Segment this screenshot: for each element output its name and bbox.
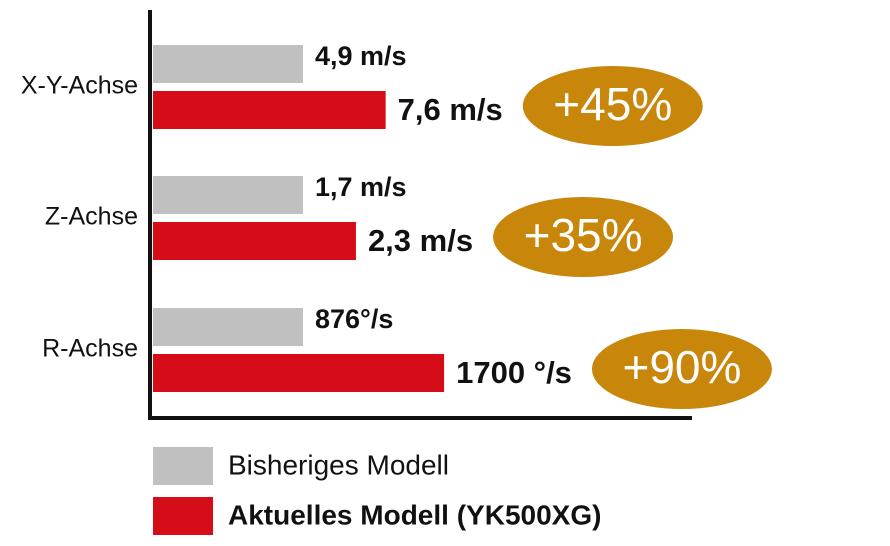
- legend-swatch: [153, 497, 213, 535]
- bar: [153, 91, 386, 129]
- legend-label: Bisheriges Modell: [228, 449, 449, 480]
- value-label: 876°/s: [315, 304, 393, 334]
- value-label: 4,9 m/s: [315, 41, 407, 71]
- legend-label: Aktuelles Modell (YK500XG): [228, 499, 601, 530]
- annotation-badge: [591, 329, 772, 409]
- annotation-badge: [493, 197, 674, 277]
- category-label: R-Achse: [42, 335, 138, 363]
- category-label: X-Y-Achse: [21, 72, 138, 100]
- annotation: +35%: [524, 209, 643, 261]
- bar: [153, 308, 303, 346]
- legend-swatch: [153, 447, 213, 485]
- value-label: 1700 °/s: [456, 355, 572, 390]
- value-label: 1,7 m/s: [315, 172, 407, 202]
- annotation: +90%: [622, 341, 741, 393]
- bar: [153, 222, 356, 260]
- category-label: Z-Achse: [45, 203, 138, 231]
- value-label: 7,6 m/s: [398, 92, 503, 127]
- bar: [153, 176, 303, 214]
- annotation-badge: [522, 66, 703, 146]
- value-label: 2,3 m/s: [368, 223, 473, 258]
- bar: [153, 45, 303, 83]
- annotation: +45%: [553, 78, 672, 130]
- bar: [153, 354, 445, 392]
